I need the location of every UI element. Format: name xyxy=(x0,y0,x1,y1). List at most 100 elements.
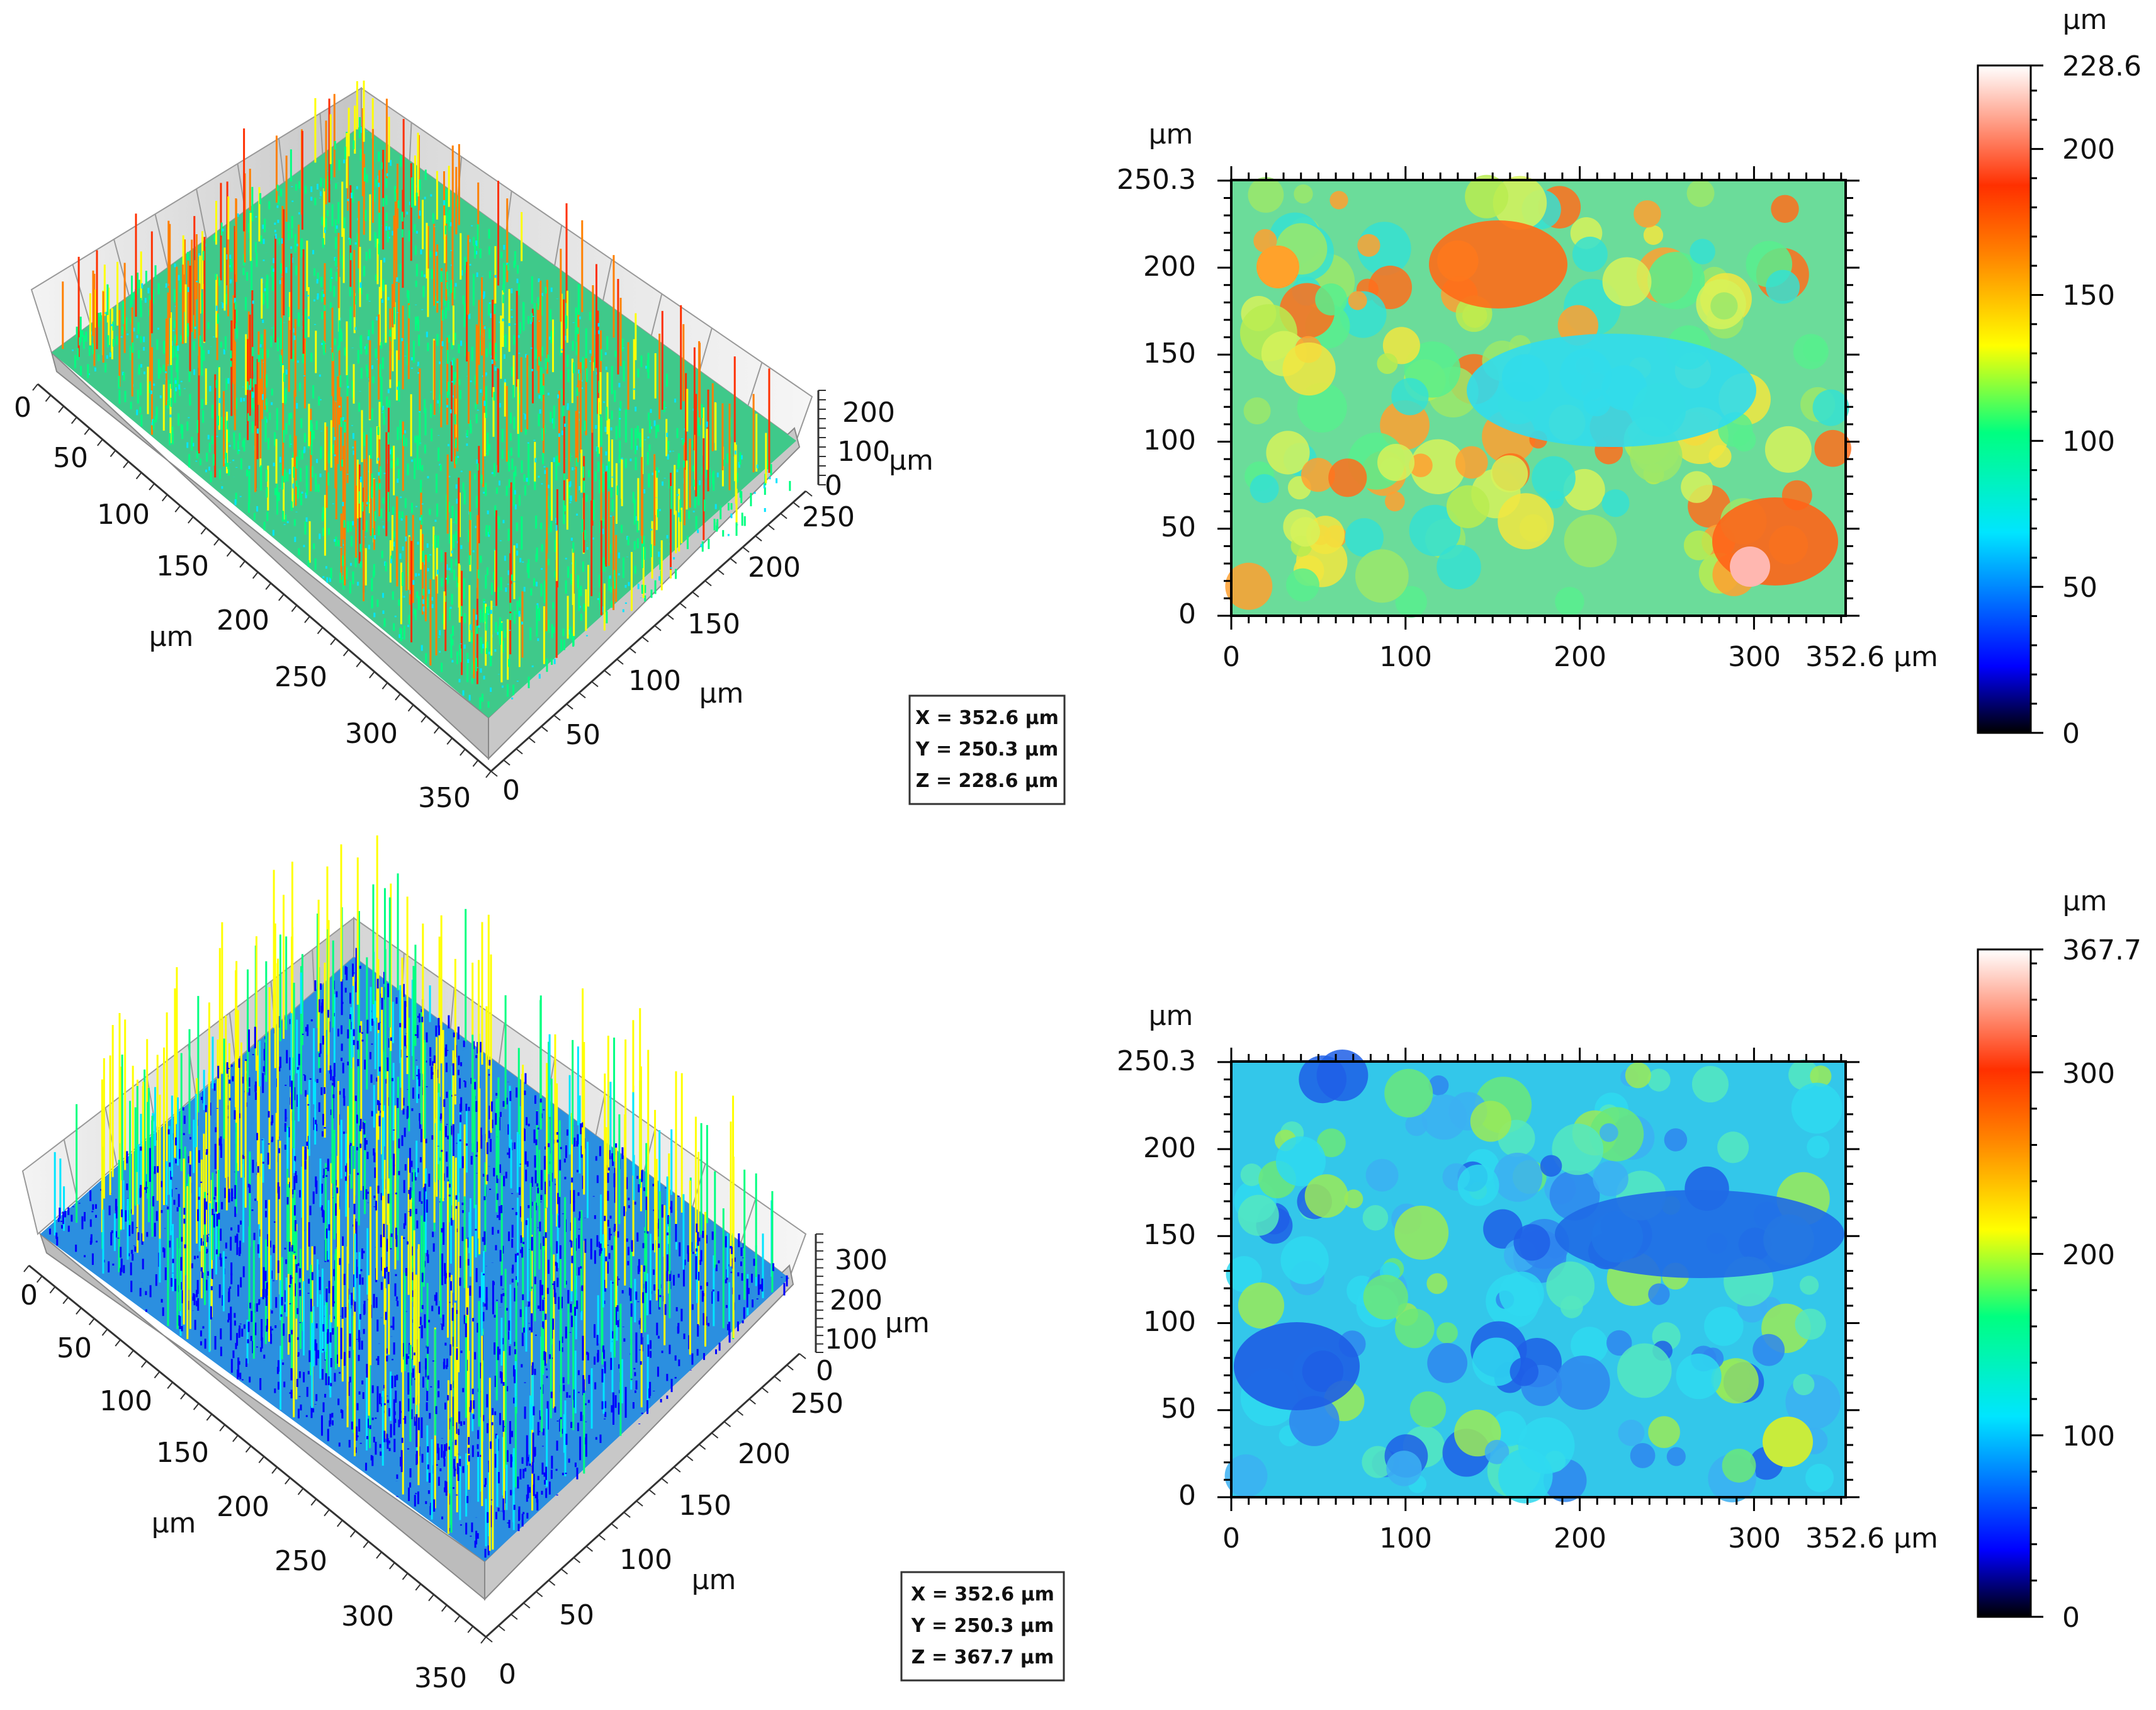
colorbar-tick-label: 50 xyxy=(2062,572,2097,604)
y-tick-label: 0 xyxy=(1178,598,1196,630)
heatmap-patch xyxy=(1357,234,1380,257)
x-tick-label: 250 xyxy=(274,661,327,693)
colorbar-tick-label: 0 xyxy=(2062,718,2080,750)
tick-mark xyxy=(767,524,775,531)
grid-line xyxy=(63,1139,78,1200)
tick-mark xyxy=(110,450,116,458)
grid-line xyxy=(498,1023,505,1065)
heatmap-patch xyxy=(1764,426,1812,473)
y-tick-label: 50 xyxy=(565,719,601,751)
x-tick-label: 200 xyxy=(1554,641,1606,673)
tick-mark xyxy=(490,771,498,777)
x-tick-label: 0 xyxy=(1222,641,1240,673)
colorbar xyxy=(1977,64,2032,734)
heatmap-patch xyxy=(1395,586,1427,618)
y-tick-label: 100 xyxy=(628,665,681,697)
grid-line xyxy=(740,1198,757,1243)
heatmap-patch xyxy=(1256,246,1299,288)
x-tick-label: 300 xyxy=(345,718,398,750)
tick-mark xyxy=(446,737,453,745)
tick-mark xyxy=(616,659,624,665)
tick-mark xyxy=(381,682,388,690)
tick-mark xyxy=(395,693,401,701)
heatmap-patch xyxy=(1634,200,1661,228)
heatmap-patch xyxy=(1601,489,1630,518)
colorbar-unit: µm xyxy=(2063,4,2108,36)
heatmap-patch xyxy=(1377,353,1398,374)
tick-mark xyxy=(541,726,548,732)
tick-mark xyxy=(356,660,363,667)
tick-mark xyxy=(654,625,662,631)
heatmap-patch xyxy=(1602,257,1652,307)
y-tick-label: 200 xyxy=(748,552,801,584)
tick-mark xyxy=(579,692,586,699)
colorbar-tick-label: 200 xyxy=(2062,133,2115,166)
z-axis-unit: µm xyxy=(889,444,934,477)
heatmap-patch xyxy=(1532,456,1576,501)
x-tick-label: 50 xyxy=(53,442,88,474)
y-tick-label: 0 xyxy=(502,774,520,807)
tick-mark xyxy=(629,647,636,654)
x-tick-label: 352.6 µm xyxy=(1805,641,1938,673)
heatmap-patch xyxy=(1498,493,1554,550)
heatmap-patch xyxy=(1243,397,1271,425)
heatmap-patch xyxy=(1290,517,1321,547)
grid-line xyxy=(650,293,663,336)
heatmap-patch xyxy=(1564,514,1617,567)
tick-mark xyxy=(342,649,349,657)
y-tick-label: 50 xyxy=(1161,511,1196,543)
y-tick-label: 150 xyxy=(687,608,740,640)
tick-mark xyxy=(805,490,813,497)
heatmap-patch xyxy=(1355,549,1409,603)
grid-line xyxy=(409,122,412,161)
info-z: Z = 228.6 µm xyxy=(916,770,1058,792)
z-tick-label: 200 xyxy=(842,397,895,429)
z-tick-label: 100 xyxy=(837,436,890,468)
colorbar-tick-label: 100 xyxy=(2062,426,2115,458)
grid-line xyxy=(449,988,455,1029)
heatmap-patch xyxy=(1710,292,1738,320)
tick-mark xyxy=(330,638,336,645)
grid-line xyxy=(602,259,612,301)
x-tick-label: 200 xyxy=(217,604,269,637)
heatmap-patch xyxy=(1793,334,1829,370)
grid-line xyxy=(229,1012,236,1062)
heatmap-patch xyxy=(1301,458,1335,492)
tick-mark xyxy=(604,670,611,676)
tick-mark xyxy=(704,580,712,587)
heatmap-patch xyxy=(1286,568,1319,602)
heatmap-patch xyxy=(1572,236,1608,272)
heatmap-patch xyxy=(1409,453,1433,477)
heatmap-patch xyxy=(1643,225,1664,246)
dimension-info-box: X = 352.6 µm Y = 250.3 µm Z = 228.6 µm xyxy=(908,694,1066,805)
tick-mark xyxy=(667,614,674,620)
heatmap-patch xyxy=(1730,546,1770,587)
front-wall-right xyxy=(484,1264,794,1601)
tick-mark xyxy=(239,560,246,568)
tick-mark xyxy=(553,715,561,721)
tick-mark xyxy=(420,715,427,723)
grid-line xyxy=(196,188,207,240)
tick-mark xyxy=(516,748,523,755)
heatmap-patch xyxy=(1315,283,1347,315)
tick-mark xyxy=(407,704,414,712)
tick-mark xyxy=(780,512,787,519)
tick-mark xyxy=(742,546,750,553)
x-tick-label: 350 xyxy=(418,782,471,814)
tick-mark xyxy=(32,383,38,391)
tick-mark xyxy=(123,461,129,468)
heatmap-patch xyxy=(1391,378,1429,416)
y-tick-label: 100 xyxy=(1143,424,1196,456)
colorbar-ticks xyxy=(2031,64,2043,734)
tick-mark xyxy=(692,591,699,597)
heatmap-patch xyxy=(1683,530,1714,560)
y-tick-label: 150 xyxy=(1143,337,1196,370)
heatmap-patch xyxy=(1348,291,1367,310)
surface-3d-bottom xyxy=(21,835,823,1644)
tick-mark xyxy=(317,626,324,635)
heatmap-patch xyxy=(1491,455,1528,493)
tick-mark xyxy=(58,405,64,413)
x-tick-label: 100 xyxy=(97,499,150,531)
tick-mark xyxy=(679,603,687,609)
